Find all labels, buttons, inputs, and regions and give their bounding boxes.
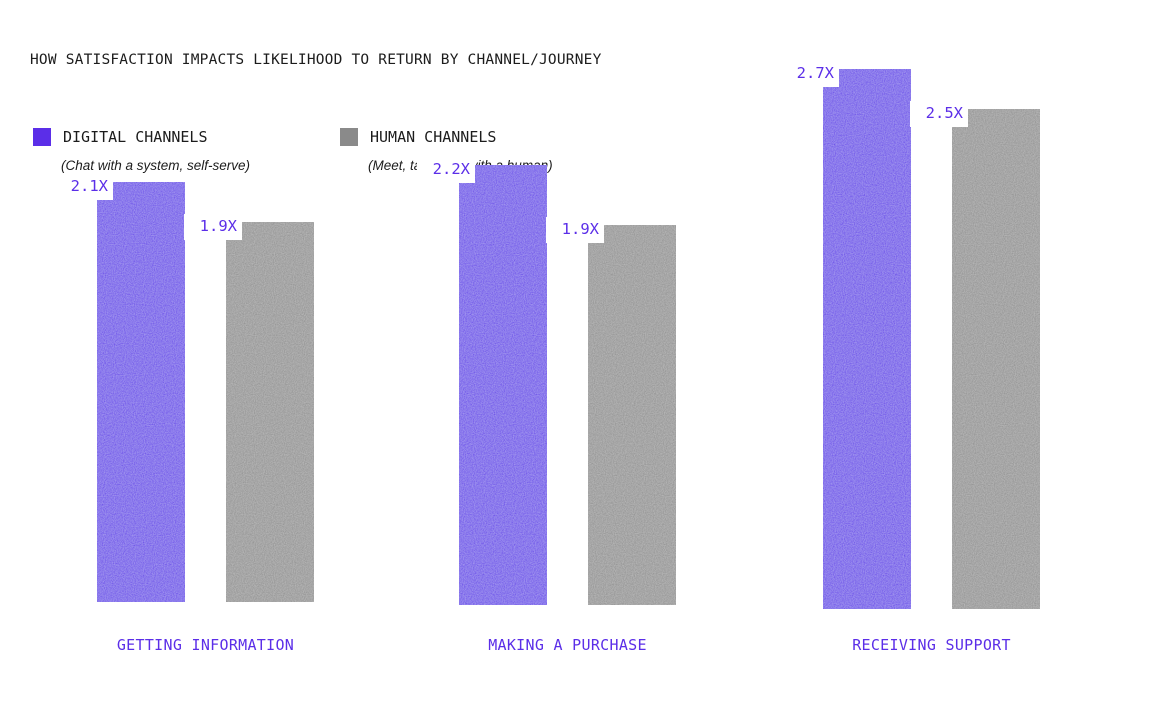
category-label-2: RECEIVING SUPPORT [852,636,1011,654]
legend-description-digital: (Chat with a system, self-serve) [61,158,251,173]
value-label-bg [184,214,242,240]
bar-human-2 [952,109,1040,609]
value-label-human-2: 2.5X [926,104,964,122]
value-label-bg [417,157,475,183]
bar-digital-1 [459,165,547,605]
legend-swatch-digital [33,128,51,146]
category-label-0: GETTING INFORMATION [117,636,294,654]
value-label-bg [55,174,113,200]
value-label-bg [781,61,839,87]
value-label-digital-0: 2.1X [71,177,109,195]
legend-swatch-human [340,128,358,146]
bar-digital-2 [823,69,911,609]
value-label-bg [910,101,968,127]
value-label-human-0: 1.9X [200,217,238,235]
legend-label-human: HUMAN CHANNELS [370,128,497,146]
value-label-digital-2: 2.7X [797,64,835,82]
chart-title: HOW SATISFACTION IMPACTS LIKELIHOOD TO R… [30,52,602,68]
bar-digital-0 [97,182,185,602]
value-label-bg [546,217,604,243]
value-label-digital-1: 2.2X [433,160,471,178]
bar-human-0 [226,222,314,602]
legend-label-digital: DIGITAL CHANNELS [63,128,208,146]
bar-human-1 [588,225,676,605]
category-label-1: MAKING A PURCHASE [488,636,647,654]
value-label-human-1: 1.9X [562,220,600,238]
